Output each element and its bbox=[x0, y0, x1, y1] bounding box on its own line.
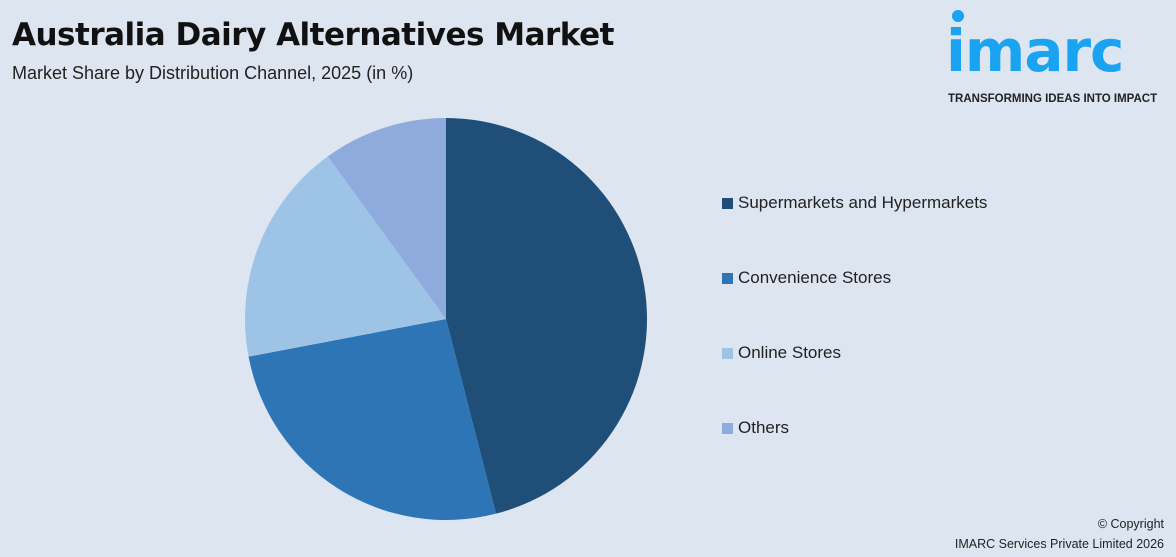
pie-slice-others bbox=[327, 118, 446, 319]
copyright-line: © Copyright bbox=[1097, 517, 1164, 531]
pie-slice-supermarkets-and-hypermarkets bbox=[446, 118, 647, 514]
chart-title: Australia Dairy Alternatives Market bbox=[12, 17, 614, 53]
imarc-logo: imarc TRANSFORMING IDEAS INTO IMPACT bbox=[946, 8, 1172, 108]
pie-slice-convenience-stores bbox=[248, 319, 496, 520]
legend-label: Others bbox=[738, 418, 790, 437]
copyright: © Copyright IMARC Services Private Limit… bbox=[955, 514, 1164, 554]
legend-item: Convenience Stores bbox=[722, 267, 987, 289]
legend-label: Convenience Stores bbox=[738, 268, 892, 287]
legend: Supermarkets and Hypermarkets Convenience… bbox=[722, 192, 987, 492]
legend-item: Online Stores bbox=[722, 342, 987, 364]
logo-word: imarc bbox=[946, 17, 1124, 85]
legend-swatch bbox=[722, 197, 733, 209]
legend-item: Supermarkets and Hypermarkets bbox=[722, 192, 987, 214]
pie-slice-online-stores bbox=[245, 156, 446, 357]
legend-item: Others bbox=[722, 417, 987, 439]
logo-dot bbox=[952, 10, 964, 22]
chart-subtitle: Market Share by Distribution Channel, 20… bbox=[12, 63, 414, 83]
legend-swatch bbox=[722, 422, 733, 434]
legend-swatch bbox=[722, 272, 733, 284]
logo-tagline: TRANSFORMING IDEAS INTO IMPACT bbox=[948, 93, 1158, 105]
legend-label: Online Stores bbox=[738, 343, 841, 362]
company-line: IMARC Services Private Limited 2026 bbox=[954, 537, 1164, 551]
legend-swatch bbox=[722, 347, 733, 359]
legend-label: Supermarkets and Hypermarkets bbox=[738, 193, 988, 212]
